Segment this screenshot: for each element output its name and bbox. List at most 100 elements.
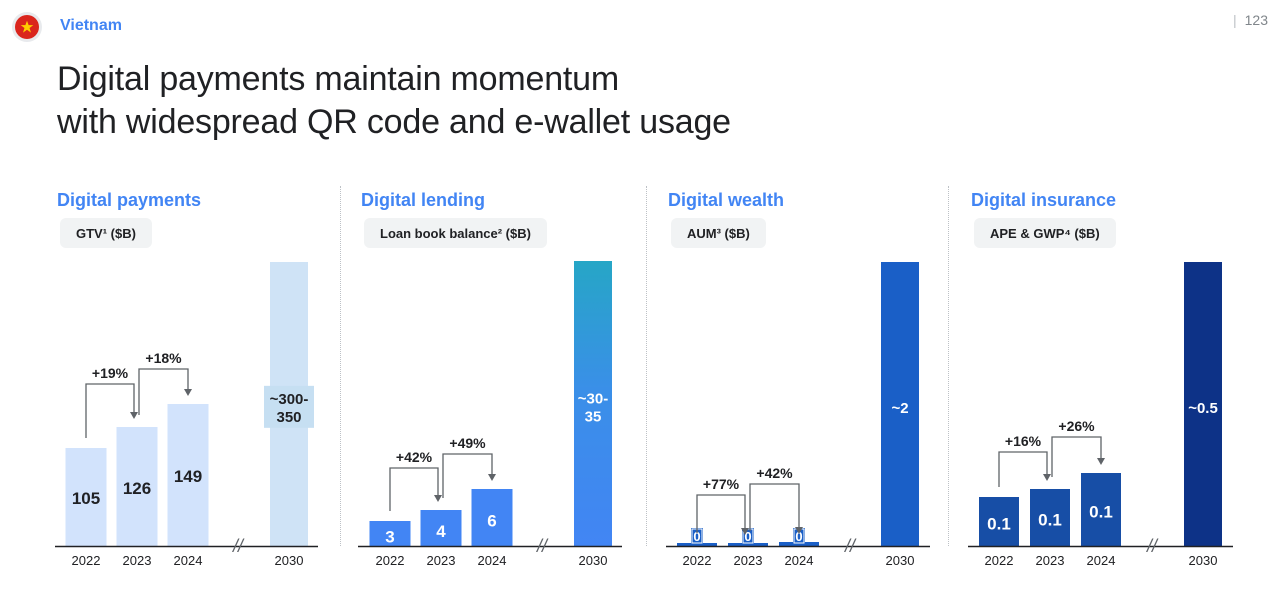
panel-title: Digital insurance xyxy=(971,190,1117,210)
bar-2030 xyxy=(881,262,919,546)
x-tick-label: 2023 xyxy=(427,553,456,568)
bar-2023 xyxy=(728,543,768,546)
value-label: 0.1 xyxy=(1089,503,1113,522)
bar-2022 xyxy=(65,448,107,546)
bar-2023 xyxy=(116,427,158,546)
value-label: 35 xyxy=(585,408,602,425)
star-icon xyxy=(20,20,34,33)
x-tick-label: 2024 xyxy=(478,553,507,568)
x-tick-label: 2030 xyxy=(1189,553,1218,568)
value-label: 149 xyxy=(174,467,202,486)
value-label: ~300- xyxy=(270,391,309,408)
page-title: Digital payments maintain momentum with … xyxy=(57,58,731,144)
x-tick-label: 2030 xyxy=(886,553,915,568)
axis-break-mark: // xyxy=(231,536,245,556)
x-tick-label: 2022 xyxy=(683,553,712,568)
growth-label: +19% xyxy=(92,365,129,381)
bar-2022 xyxy=(677,543,717,546)
growth-label: +77% xyxy=(703,476,740,492)
value-label: 3 xyxy=(385,528,394,547)
value-label: ~2 xyxy=(891,400,908,417)
growth-label: +16% xyxy=(1005,433,1042,449)
x-tick-label: 2024 xyxy=(785,553,814,568)
panel-digital-wealth: Digital wealth AUM³ ($B) xyxy=(668,180,938,590)
growth-arrowhead xyxy=(795,527,803,534)
value-label: 0 xyxy=(693,529,700,544)
x-tick-label: 2023 xyxy=(123,553,152,568)
value-label-box xyxy=(264,385,314,428)
metric-pill: Loan book balance² ($B) xyxy=(364,218,547,248)
bar-2023 xyxy=(420,510,462,546)
growth-arrowhead xyxy=(184,389,192,396)
growth-connector xyxy=(749,483,800,531)
panel-digital-payments: Digital payments GTV¹ ($B) xyxy=(57,180,327,590)
page-title-line-2: with widespread QR code and e-wallet usa… xyxy=(57,103,731,141)
growth-connector xyxy=(998,451,1048,487)
x-tick-label: 2022 xyxy=(376,553,405,568)
x-tick-label: 2030 xyxy=(275,553,304,568)
growth-label: +42% xyxy=(396,449,433,465)
growth-label: +18% xyxy=(145,350,182,366)
flag-circle xyxy=(15,15,39,39)
growth-label: +49% xyxy=(449,435,486,451)
value-label: ~30- xyxy=(578,390,608,407)
value-label: 350 xyxy=(276,409,301,426)
growth-arrowhead xyxy=(130,412,138,419)
value-label: 0.1 xyxy=(987,515,1011,534)
value-label: 0.1 xyxy=(1038,511,1062,530)
page-number-value: 123 xyxy=(1244,12,1268,28)
value-label: 105 xyxy=(72,489,100,508)
value-label: ~0.5 xyxy=(1188,400,1218,417)
bar-2030 xyxy=(1184,262,1222,546)
value-label: 6 xyxy=(487,512,496,531)
value-label: 126 xyxy=(123,479,151,498)
bar-2022 xyxy=(369,521,411,546)
bar-2023 xyxy=(1030,489,1070,546)
axis-break-mark: // xyxy=(843,536,857,556)
bar-2030 xyxy=(574,261,612,546)
panel-title: Digital payments xyxy=(57,190,202,210)
panel-digital-lending: Digital lending Loan book balance² ($B) xyxy=(361,180,631,590)
growth-connector xyxy=(442,453,493,498)
growth-connector xyxy=(696,494,746,533)
value-label: 0 xyxy=(795,529,802,544)
bar-2024 xyxy=(1081,473,1121,546)
growth-connector xyxy=(138,368,189,415)
panel-divider xyxy=(948,186,949,546)
page-title-line-1: Digital payments maintain momentum xyxy=(57,60,619,98)
metric-pill: GTV¹ ($B) xyxy=(60,218,152,248)
x-tick-label: 2023 xyxy=(1036,553,1065,568)
growth-arrowhead xyxy=(741,528,749,535)
page-number: | 123 xyxy=(1233,12,1268,28)
x-tick-label: 2024 xyxy=(174,553,203,568)
growth-arrowhead xyxy=(1043,474,1051,481)
axis-break-mark: // xyxy=(1145,536,1159,556)
growth-arrowhead xyxy=(488,474,496,481)
page-number-divider: | xyxy=(1233,12,1237,28)
bar-2024 xyxy=(167,404,209,546)
bar-2022 xyxy=(979,497,1019,546)
x-tick-label: 2022 xyxy=(985,553,1014,568)
metric-pill: AUM³ ($B) xyxy=(671,218,766,248)
vietnam-flag-icon xyxy=(12,12,42,42)
growth-connector xyxy=(1051,436,1102,477)
growth-arrowhead xyxy=(1097,458,1105,465)
panel-title: Digital wealth xyxy=(668,190,785,210)
metric-pill: APE & GWP⁴ ($B) xyxy=(974,218,1116,248)
value-label-box xyxy=(691,528,703,544)
value-label: 0 xyxy=(744,529,751,544)
growth-label: +26% xyxy=(1058,418,1095,434)
growth-connector xyxy=(85,383,135,438)
x-tick-label: 2030 xyxy=(579,553,608,568)
growth-arrowhead xyxy=(434,495,442,502)
panel-title: Digital lending xyxy=(361,190,485,210)
value-label-box xyxy=(793,528,805,544)
axis-break-mark: // xyxy=(535,536,549,556)
x-tick-label: 2024 xyxy=(1087,553,1116,568)
x-tick-label: 2022 xyxy=(72,553,101,568)
growth-connector xyxy=(389,467,439,511)
panel-divider xyxy=(340,186,341,546)
panel-divider xyxy=(646,186,647,546)
panel-digital-insurance: Digital insurance APE & GWP⁴ ($B) xyxy=(971,180,1241,590)
